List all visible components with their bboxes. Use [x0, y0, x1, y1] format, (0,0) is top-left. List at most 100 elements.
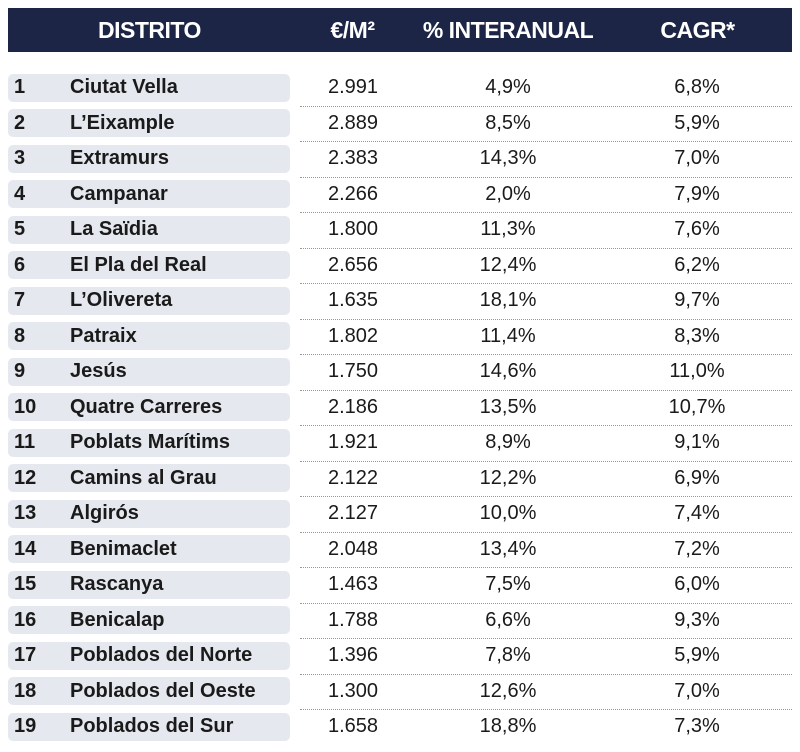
- price: 1.921: [327, 431, 379, 453]
- price: 2.048: [327, 537, 379, 560]
- rank: 13: [14, 502, 37, 524]
- yoy: 18,1%: [479, 289, 537, 311]
- rank: 12: [14, 466, 37, 489]
- row-band: [8, 677, 290, 705]
- cagr: 7,0%: [674, 679, 720, 702]
- row-separator: [300, 496, 792, 497]
- cagr: 6,8%: [674, 76, 720, 98]
- column-header: DISTRITO: [98, 17, 201, 43]
- row-separator: [300, 176, 792, 178]
- row-band: [8, 357, 290, 386]
- rank: 5: [14, 218, 26, 240]
- column-header: €/M²: [330, 17, 376, 43]
- price: 1.658: [327, 715, 379, 737]
- cagr: 7,3%: [674, 715, 720, 737]
- row-separator: [300, 141, 792, 142]
- district: Patraix: [70, 324, 137, 347]
- rank: 14: [14, 537, 37, 560]
- cagr: 9,1%: [674, 431, 720, 453]
- row-band: [8, 73, 290, 102]
- row-separator: [300, 105, 792, 107]
- cagr: 6,2%: [674, 253, 720, 276]
- cagr: 7,9%: [674, 182, 720, 205]
- cagr: 9,7%: [674, 289, 720, 311]
- row-separator: [300, 425, 792, 426]
- price: 1.802: [327, 324, 379, 347]
- price: 2.383: [327, 147, 379, 169]
- row-separator: [300, 638, 792, 639]
- row-band: [8, 215, 290, 244]
- row-band: [8, 393, 290, 421]
- price: 1.300: [327, 679, 379, 702]
- district: Poblados del Sur: [70, 715, 234, 737]
- rank: 18: [14, 679, 37, 702]
- yoy: 12,4%: [479, 253, 537, 276]
- price: 2.186: [327, 395, 379, 418]
- rank: 15: [14, 573, 37, 595]
- rank: 10: [14, 395, 37, 418]
- row-band: [8, 109, 290, 137]
- row-band: [8, 570, 290, 599]
- price: 2.266: [327, 182, 379, 205]
- yoy: 11,4%: [480, 324, 536, 347]
- column-header: CAGR*: [660, 17, 735, 43]
- rank: 3: [14, 147, 26, 169]
- row-band: [8, 428, 290, 457]
- district: Poblados del Norte: [70, 644, 253, 666]
- yoy: 12,2%: [479, 466, 537, 489]
- cagr: 6,9%: [674, 466, 720, 489]
- district: La Saïdia: [70, 218, 158, 240]
- cagr: 7,4%: [674, 502, 720, 524]
- row-band: [8, 712, 290, 741]
- district: Extramurs: [70, 147, 169, 169]
- yoy: 14,3%: [479, 147, 537, 169]
- yoy: 13,4%: [479, 537, 537, 560]
- yoy: 2,0%: [485, 182, 531, 205]
- district: Benicalap: [70, 608, 165, 631]
- price: 2.127: [327, 502, 379, 524]
- price: 2.656: [327, 253, 379, 276]
- row-band: [8, 464, 290, 492]
- price: 1.788: [327, 608, 379, 631]
- yoy: 8,9%: [485, 431, 531, 453]
- cagr: 8,3%: [674, 324, 720, 347]
- rank: 9: [14, 360, 26, 382]
- district: Ciutat Vella: [70, 76, 178, 98]
- yoy: 8,5%: [485, 111, 531, 134]
- cagr: 6,0%: [674, 573, 720, 595]
- row-band: [8, 286, 290, 315]
- row-band: [8, 499, 290, 528]
- row-separator: [300, 247, 792, 249]
- district: L’Olivereta: [70, 289, 173, 311]
- row-separator: [300, 212, 792, 213]
- yoy: 4,9%: [485, 76, 531, 98]
- cagr: 11,0%: [669, 360, 725, 382]
- row-separator: [300, 354, 792, 355]
- price: 2.122: [327, 466, 379, 489]
- rank: 1: [14, 76, 26, 98]
- cagr: 9,3%: [674, 608, 720, 631]
- row-separator: [300, 567, 792, 568]
- yoy: 10,0%: [479, 502, 537, 524]
- rank: 4: [14, 182, 26, 205]
- district: Benimaclet: [70, 537, 177, 560]
- row-separator: [300, 531, 792, 533]
- rank: 16: [14, 608, 37, 631]
- rank: 11: [14, 431, 36, 453]
- row-separator: [300, 602, 792, 604]
- price: 2.991: [327, 76, 379, 98]
- cagr: 5,9%: [674, 111, 720, 134]
- row-separator: [300, 283, 792, 284]
- row-band: [8, 535, 290, 563]
- price: 1.396: [327, 644, 379, 666]
- rank: 7: [14, 289, 26, 311]
- district: Quatre Carreres: [70, 395, 223, 418]
- cagr: 7,0%: [674, 147, 720, 169]
- yoy: 14,6%: [479, 360, 537, 382]
- rank: 17: [14, 644, 37, 666]
- row-separator: [300, 709, 792, 710]
- district: Poblados del Oeste: [70, 679, 256, 702]
- rank: 2: [14, 111, 26, 134]
- yoy: 7,8%: [485, 644, 531, 666]
